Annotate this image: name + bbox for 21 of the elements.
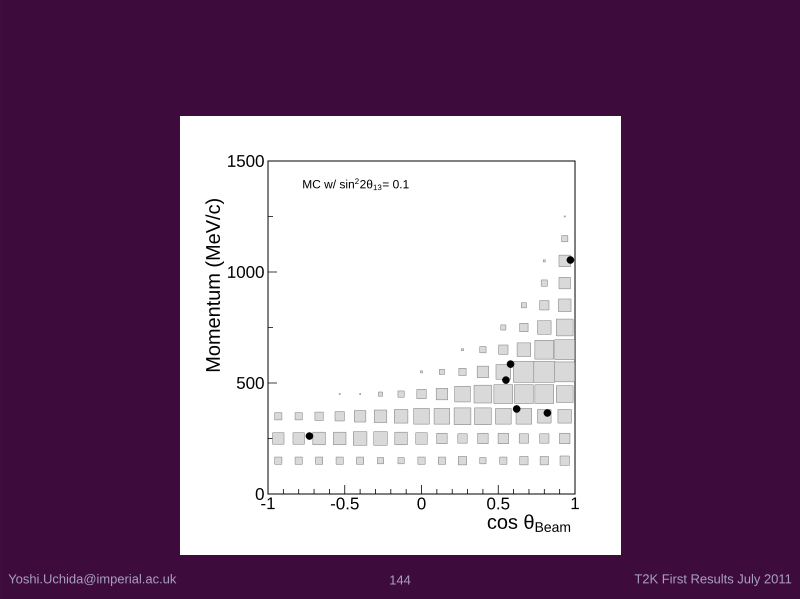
point	[506, 360, 514, 368]
x-tick-label: 0.5	[487, 498, 510, 510]
y-tick-label: 1000	[228, 266, 264, 278]
x-axis-title: cos θ$_{Beam}$	[488, 514, 570, 532]
y-tick-label: 500	[236, 376, 264, 389]
y-tick-label: 0	[256, 488, 264, 500]
point	[566, 256, 574, 264]
text: T2K First Results July 2011	[634, 574, 792, 586]
y-axis-title: Momentum (MeV/c)	[205, 199, 224, 372]
x-tick-label: 0	[417, 498, 426, 510]
text: Yoshi.Uchida@imperial.ac.uk	[8, 574, 176, 586]
point	[502, 376, 510, 384]
point	[512, 405, 520, 413]
point	[306, 432, 314, 440]
annotation: MC w/ sin$^{2}$2θ$_{13}$= 0.1	[303, 178, 409, 190]
x-tick-label: 1	[572, 498, 579, 510]
x-tick-label: -0.5	[330, 498, 359, 510]
point	[544, 409, 552, 417]
x-tick-label: -1	[261, 498, 275, 510]
y-tick-label: 1500	[228, 154, 264, 167]
text: 144	[390, 576, 410, 584]
